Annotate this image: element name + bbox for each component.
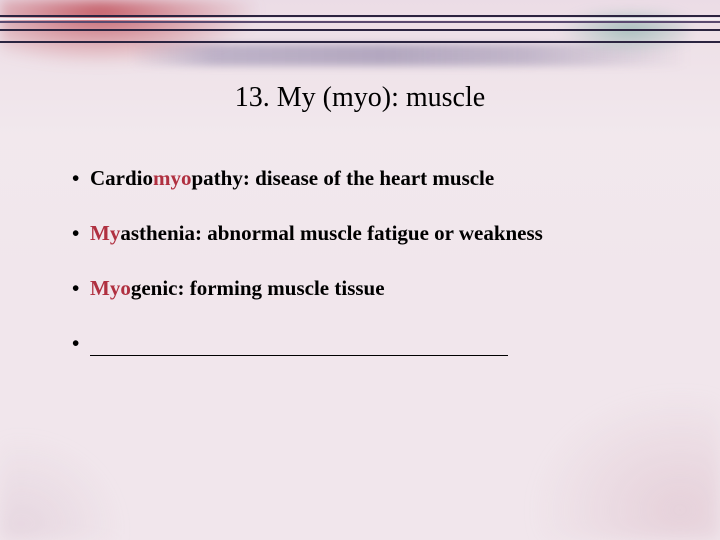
bullet-root: Myo <box>90 276 131 300</box>
slide-title: 13. My (myo): muscle <box>60 82 660 114</box>
bullet-blank <box>90 331 660 356</box>
bullet-item: Cardiomyopathy: disease of the heart mus… <box>90 166 660 191</box>
bullet-suffix: genic: forming muscle tissue <box>131 276 385 300</box>
bullet-suffix: pathy: disease of the heart muscle <box>192 166 495 190</box>
bullet-prefix: Cardio <box>90 166 153 190</box>
bullet-root: My <box>90 221 120 245</box>
bullet-root: myo <box>153 166 192 190</box>
bullet-suffix: asthenia: abnormal muscle fatigue or wea… <box>120 221 543 245</box>
blank-line <box>90 333 508 356</box>
bullet-list: Cardiomyopathy: disease of the heart mus… <box>90 166 660 356</box>
bullet-item: Myogenic: forming muscle tissue <box>90 276 660 301</box>
slide-content: 13. My (myo): muscle Cardiomyopathy: dis… <box>0 0 720 540</box>
bullet-item: Myasthenia: abnormal muscle fatigue or w… <box>90 221 660 246</box>
